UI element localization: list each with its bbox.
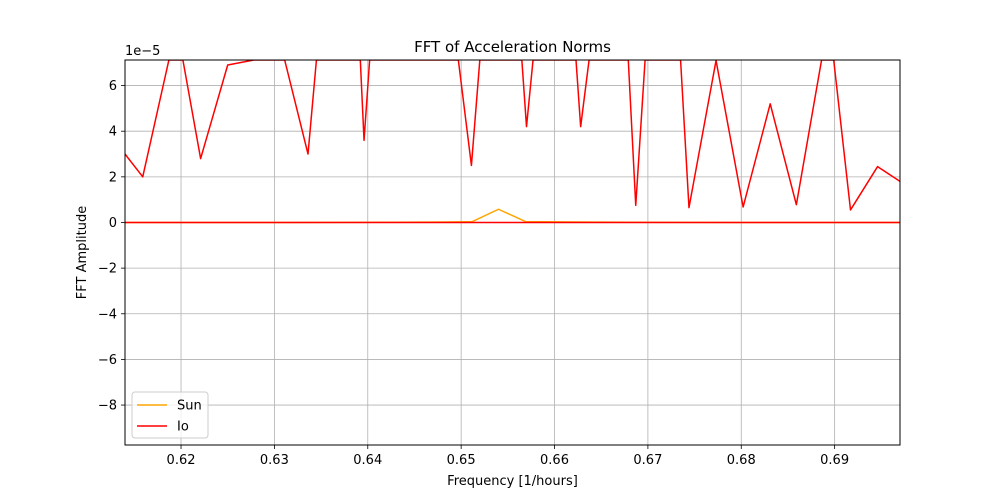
legend-label-sun: Sun <box>177 399 202 414</box>
x-axis-label: Frequency [1/hours] <box>447 474 578 489</box>
y-tick-label: 2 <box>109 170 117 185</box>
y-scale-multiplier: 1e−5 <box>125 44 160 59</box>
x-tick-label: 0.64 <box>353 453 382 468</box>
legend-label-io: Io <box>177 420 189 435</box>
x-axis: 0.62 0.63 0.64 0.65 0.66 0.67 0.68 0.69 <box>167 445 849 468</box>
x-tick-label: 0.62 <box>167 453 196 468</box>
y-tick-label: 0 <box>109 216 117 231</box>
series-line-io <box>125 60 900 211</box>
x-tick-label: 0.66 <box>540 453 569 468</box>
chart-title: FFT of Acceleration Norms <box>414 38 611 56</box>
y-tick-label: −4 <box>98 307 117 322</box>
x-tick-label: 0.67 <box>633 453 662 468</box>
y-axis: 6 4 2 0 −2 −4 −6 −8 <box>98 79 125 414</box>
grid-lines <box>125 60 900 445</box>
x-tick-label: 0.68 <box>727 453 756 468</box>
x-tick-label: 0.69 <box>820 453 849 468</box>
y-axis-label: FFT Amplitude <box>75 206 90 299</box>
y-tick-label: −2 <box>98 262 117 277</box>
y-tick-label: 6 <box>109 79 117 94</box>
legend: Sun Io <box>131 391 209 439</box>
x-tick-label: 0.65 <box>447 453 476 468</box>
y-tick-label: 4 <box>109 125 117 140</box>
y-tick-label: −8 <box>98 399 117 414</box>
y-tick-label: −6 <box>98 353 117 368</box>
series-layer <box>125 60 900 224</box>
plot-frame <box>124 59 901 446</box>
x-tick-label: 0.63 <box>260 453 289 468</box>
